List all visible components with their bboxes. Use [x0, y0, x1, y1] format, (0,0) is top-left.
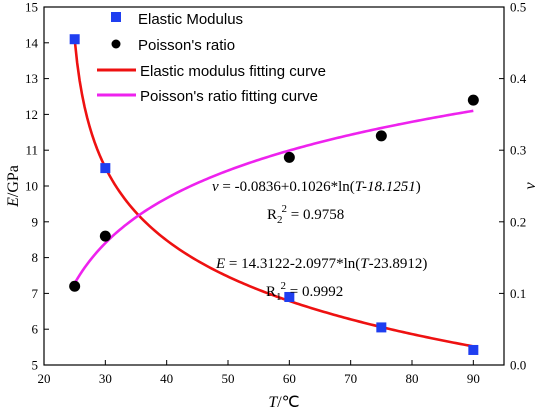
- e-equation: E = 14.3122-2.0977*ln(T-23.8912): [215, 256, 427, 272]
- points-layer: [69, 34, 479, 355]
- y2-tick-label: 0.3: [510, 143, 526, 158]
- legend-marker-elastic-modulus: [111, 12, 121, 22]
- y-tick-label: 11: [25, 143, 38, 158]
- x-tick-label: 30: [99, 371, 112, 386]
- poissons-ratio-point: [69, 280, 81, 292]
- curves-layer: [73, 39, 474, 348]
- y2-axis-title: ν: [522, 182, 539, 190]
- y-tick-label: 8: [32, 250, 39, 265]
- fit-curve-poisson: [73, 109, 474, 284]
- y2-tick-label: 0.0: [510, 358, 526, 373]
- x-axis-unit: /℃: [277, 394, 299, 411]
- y-tick-label: 12: [25, 107, 38, 122]
- nu-r2-val: = 0.9758: [287, 207, 344, 223]
- y2-tick-label: 0.1: [510, 286, 526, 301]
- y-tick-label: 9: [32, 214, 39, 229]
- nu-eq-c: -18.1251: [362, 179, 416, 195]
- nu-eq-t: T: [355, 179, 365, 195]
- elastic-modulus-point: [69, 34, 80, 45]
- elastic-modulus-point: [376, 322, 387, 333]
- poissons-ratio-point: [99, 230, 111, 242]
- e-eq-lhs: E: [215, 256, 225, 272]
- e-eq-end: -23.8912): [369, 256, 428, 272]
- y-tick-label: 10: [25, 179, 38, 194]
- legend-label-poisson-fit: Poisson's ratio fitting curve: [140, 88, 318, 105]
- x-tick-label: 80: [406, 371, 419, 386]
- x-axis-title: T/℃: [268, 394, 299, 411]
- nu-r2-label: R: [267, 207, 277, 223]
- e-eq-mid: = 14.3122-2.0977*ln(: [225, 256, 360, 272]
- x-tick-label: 90: [467, 371, 480, 386]
- x-tick-label: 50: [222, 371, 235, 386]
- e-r2-label: R: [266, 284, 276, 300]
- y-axis-var: E: [5, 197, 22, 208]
- y2-tick-label: 0.4: [510, 71, 527, 86]
- elastic-modulus-point: [100, 163, 111, 174]
- y-tick-label: 14: [25, 35, 39, 50]
- nu-r2-sup: 2: [282, 203, 288, 215]
- legend-marker-poissons-ratio: [111, 39, 121, 49]
- poissons-ratio-point: [283, 151, 295, 163]
- fit-curve-elastic: [73, 39, 474, 348]
- nu-equation: ν = -0.0836+0.1026*ln(T-18.1251): [212, 179, 421, 195]
- y-tick-label: 5: [32, 358, 39, 373]
- e-eq-t: T: [360, 256, 370, 272]
- poissons-ratio-point: [375, 130, 387, 142]
- plot-frame: [43, 6, 505, 366]
- x-tick-label: 20: [38, 371, 51, 386]
- legend-label-poissons-ratio: Poisson's ratio: [138, 37, 235, 54]
- nu-eq-mid: = -0.0836+0.1026*ln(: [219, 179, 355, 195]
- nu-r2-sub: 2: [277, 214, 283, 226]
- annotations: ν = -0.0836+0.1026*ln(T-18.1251) R22 = 0…: [212, 179, 427, 303]
- x-tick-label: 70: [344, 371, 357, 386]
- elastic-modulus-point: [284, 291, 295, 302]
- e-r2-sup: 2: [281, 280, 287, 292]
- y2-tick-label: 0.5: [510, 0, 526, 15]
- legend: Elastic Modulus Poisson's ratio Elastic …: [97, 11, 326, 105]
- nu-r-squared: R22 = 0.9758: [267, 203, 344, 226]
- ticks-layer: 20 30 40 50 60 70 80 90567891011121314150.00.10…: [25, 0, 527, 386]
- y-axis-title: E/GPa: [5, 165, 22, 208]
- legend-label-elastic-modulus: Elastic Modulus: [138, 11, 243, 28]
- nu-eq-lhs: ν: [212, 179, 219, 195]
- y2-tick-label: 0.2: [510, 214, 526, 229]
- e-r2-val: = 0.9992: [286, 284, 343, 300]
- elastic-modulus-point: [468, 344, 479, 355]
- legend-label-elastic-fit: Elastic modulus fitting curve: [140, 63, 326, 80]
- y-tick-label: 13: [25, 71, 38, 86]
- y-tick-label: 6: [32, 322, 39, 337]
- poissons-ratio-point: [467, 94, 479, 106]
- e-r-squared: R12 = 0.9992: [266, 280, 343, 303]
- nu-eq-end: ): [416, 179, 421, 195]
- x-tick-label: 60: [283, 371, 296, 386]
- e-r2-sub: 1: [276, 291, 282, 303]
- y-tick-label: 15: [25, 0, 38, 15]
- y-axis-unit: /GPa: [5, 165, 22, 197]
- y-tick-label: 7: [32, 286, 39, 301]
- x-axis-var: T: [268, 394, 278, 411]
- x-tick-label: 40: [160, 371, 173, 386]
